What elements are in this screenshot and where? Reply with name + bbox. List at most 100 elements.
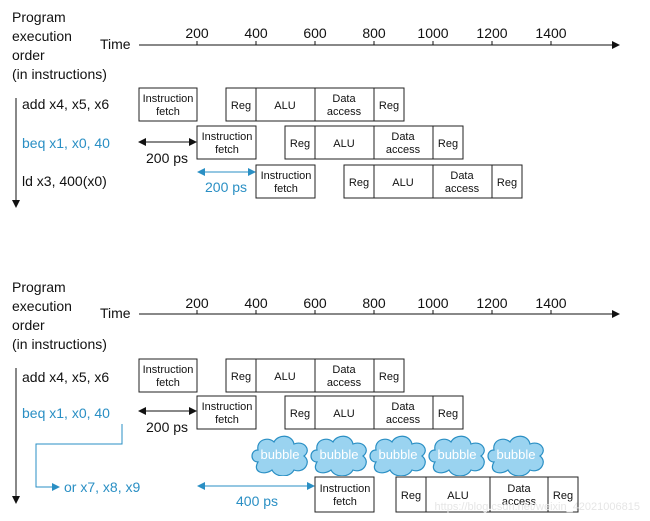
stage-data-label-2: access xyxy=(386,414,421,426)
instruction-add: add x4, x5, x6 xyxy=(22,369,109,385)
pipeline-row-or: Instruction fetch Reg ALU Data access Re… xyxy=(314,476,579,513)
stage-fetch xyxy=(196,125,257,160)
order-label-line-3: order xyxy=(12,317,45,333)
stage-alu xyxy=(314,125,375,160)
stage-fetch-label-2: fetch xyxy=(274,183,298,195)
stage-data-label-1: Data xyxy=(391,131,415,143)
stage-fetch-label-2: fetch xyxy=(156,377,180,389)
stage-fetch xyxy=(138,87,198,122)
stage-reg-label: Reg xyxy=(231,371,251,383)
bubble-label: bubble xyxy=(496,447,535,462)
time-ticks: 200 400 600 800 1000 1200 1400 xyxy=(185,295,567,314)
stage-fetch-label-1: Instruction xyxy=(320,483,371,495)
stage-data-label-2: access xyxy=(327,106,362,118)
stage-alu xyxy=(255,87,316,122)
stage-alu-label: ALU xyxy=(447,490,468,502)
order-label-line-2: execution xyxy=(12,298,72,314)
stage-data-label-2: access xyxy=(445,183,480,195)
pipeline-row-ld: Instruction fetch Reg ALU Data access Re… xyxy=(255,164,523,199)
stage-reg xyxy=(373,358,405,393)
stage-fetch-label-1: Instruction xyxy=(143,364,194,376)
instruction-add: add x4, x5, x6 xyxy=(22,96,109,112)
stage-fetch xyxy=(196,395,257,430)
tick-label: 1400 xyxy=(535,25,566,41)
stage-alu xyxy=(314,395,375,430)
stage-reg-label: Reg xyxy=(438,138,458,150)
bubble-label: bubble xyxy=(319,447,358,462)
gap-label-black: 200 ps xyxy=(146,419,188,435)
stage-data xyxy=(314,358,375,393)
stage-reg-label: Reg xyxy=(231,100,251,112)
stage-reg-label: Reg xyxy=(290,138,310,150)
pipeline-row-beq: Instruction fetch Reg ALU Data access Re… xyxy=(196,125,464,160)
tick-label: 400 xyxy=(244,25,268,41)
pipeline-row-add: Instruction fetch Reg ALU Data access Re… xyxy=(138,358,405,393)
stage-reg-label: Reg xyxy=(553,490,573,502)
tick-label: 800 xyxy=(362,295,386,311)
stage-fetch xyxy=(255,164,316,199)
stage-data-label-1: Data xyxy=(332,364,356,376)
stage-reg-label: Reg xyxy=(349,177,369,189)
stage-reg-label: Reg xyxy=(379,100,399,112)
stage-reg-label: Reg xyxy=(438,408,458,420)
stage-fetch xyxy=(138,358,198,393)
order-label-line-1: Program xyxy=(12,9,66,25)
stage-alu xyxy=(255,358,316,393)
stage-reg xyxy=(491,164,523,199)
stage-fetch-label-2: fetch xyxy=(156,106,180,118)
stage-reg xyxy=(432,125,464,160)
instruction-beq: beq x1, x0, 40 xyxy=(22,135,110,151)
gap-label-blue: 200 ps xyxy=(205,179,247,195)
stage-fetch-label-1: Instruction xyxy=(261,170,312,182)
stage-reg xyxy=(373,87,405,122)
stage-alu xyxy=(373,164,434,199)
order-label-line-1: Program xyxy=(12,279,66,295)
stage-fetch-label-2: fetch xyxy=(215,144,239,156)
stage-data-label-1: Data xyxy=(332,93,356,105)
stage-fetch xyxy=(314,476,375,513)
stage-alu xyxy=(425,476,491,513)
stage-reg xyxy=(395,476,427,513)
stage-alu-label: ALU xyxy=(274,371,295,383)
stage-fetch-label-1: Instruction xyxy=(202,401,253,413)
stage-reg xyxy=(432,395,464,430)
bubble-label: bubble xyxy=(260,447,299,462)
stage-reg xyxy=(547,476,579,513)
stage-data xyxy=(432,164,493,199)
stage-data-label-2: access xyxy=(327,377,362,389)
stage-reg xyxy=(284,395,316,430)
stage-reg-label: Reg xyxy=(401,490,421,502)
stage-data-label-1: Data xyxy=(391,401,415,413)
stage-data-label-2: access xyxy=(502,496,537,508)
stage-reg xyxy=(284,125,316,160)
stage-alu-label: ALU xyxy=(333,408,354,420)
instruction-or: or x7, x8, x9 xyxy=(64,479,140,495)
tick-label: 600 xyxy=(303,25,327,41)
tick-label: 1200 xyxy=(476,25,507,41)
branch-target-arrow xyxy=(35,424,123,491)
watermark: https://blog.csdn.net/weixin_42021006815 xyxy=(435,501,641,513)
stage-reg xyxy=(225,87,257,122)
stage-reg-label: Reg xyxy=(379,371,399,383)
stage-data xyxy=(489,476,549,513)
stage-data-label-1: Data xyxy=(507,483,531,495)
stage-reg xyxy=(225,358,257,393)
pipeline-row-add: Instruction fetch Reg ALU Data access Re… xyxy=(138,87,405,122)
stage-fetch-label-2: fetch xyxy=(215,414,239,426)
order-label-line-4: (in instructions) xyxy=(12,66,107,82)
stage-reg-label: Reg xyxy=(290,408,310,420)
time-label: Time xyxy=(100,36,131,52)
instruction-beq: beq x1, x0, 40 xyxy=(22,405,110,421)
top-diagram: Program execution order (in instructions… xyxy=(12,9,620,208)
order-label-line-4: (in instructions) xyxy=(12,336,107,352)
gap-label-black: 200 ps xyxy=(146,150,188,166)
tick-label: 400 xyxy=(244,295,268,311)
tick-label: 200 xyxy=(185,25,209,41)
instruction-ld: ld x3, 400(x0) xyxy=(22,173,107,189)
order-label-line-2: execution xyxy=(12,28,72,44)
stage-fetch-label-1: Instruction xyxy=(202,131,253,143)
stage-fetch-label-1: Instruction xyxy=(143,93,194,105)
stage-alu-label: ALU xyxy=(274,100,295,112)
tick-label: 200 xyxy=(185,295,209,311)
